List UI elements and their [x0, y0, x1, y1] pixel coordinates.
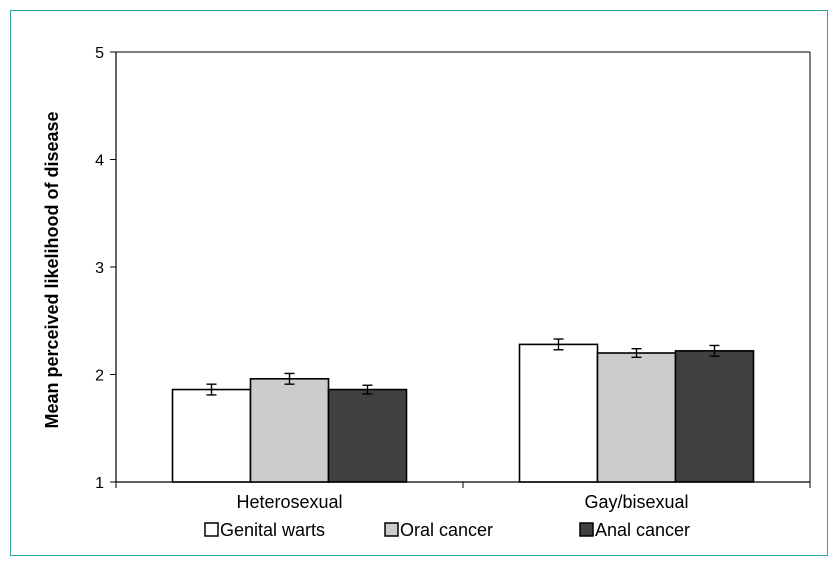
y-tick-label: 4 — [95, 153, 104, 170]
bar-genital-warts-gay-bisexual — [518, 343, 599, 483]
bar-oral-cancer-heterosexual — [249, 377, 330, 483]
x-category-label: Heterosexual — [236, 492, 342, 512]
bar-anal-cancer-gay-bisexual — [674, 350, 755, 483]
legend-label-genital-warts: Genital warts — [220, 520, 325, 540]
bar-anal-cancer-heterosexual — [327, 388, 408, 483]
y-axis-label: Mean perceived likelihood of disease — [42, 111, 62, 428]
x-category-label: Gay/bisexual — [584, 492, 688, 512]
legend-swatch-genital-warts — [204, 522, 219, 537]
y-tick-label: 1 — [95, 475, 104, 492]
legend-swatch-anal-cancer — [579, 522, 594, 537]
y-tick-label: 2 — [95, 368, 104, 385]
bar-genital-warts-heterosexual — [171, 388, 252, 483]
y-tick-label: 3 — [95, 260, 104, 277]
legend-label-oral-cancer: Oral cancer — [400, 520, 493, 540]
bar-oral-cancer-gay-bisexual — [596, 352, 677, 483]
y-tick-label: 5 — [95, 45, 104, 62]
legend-swatch-oral-cancer — [384, 522, 399, 537]
legend-label-anal-cancer: Anal cancer — [595, 520, 690, 540]
